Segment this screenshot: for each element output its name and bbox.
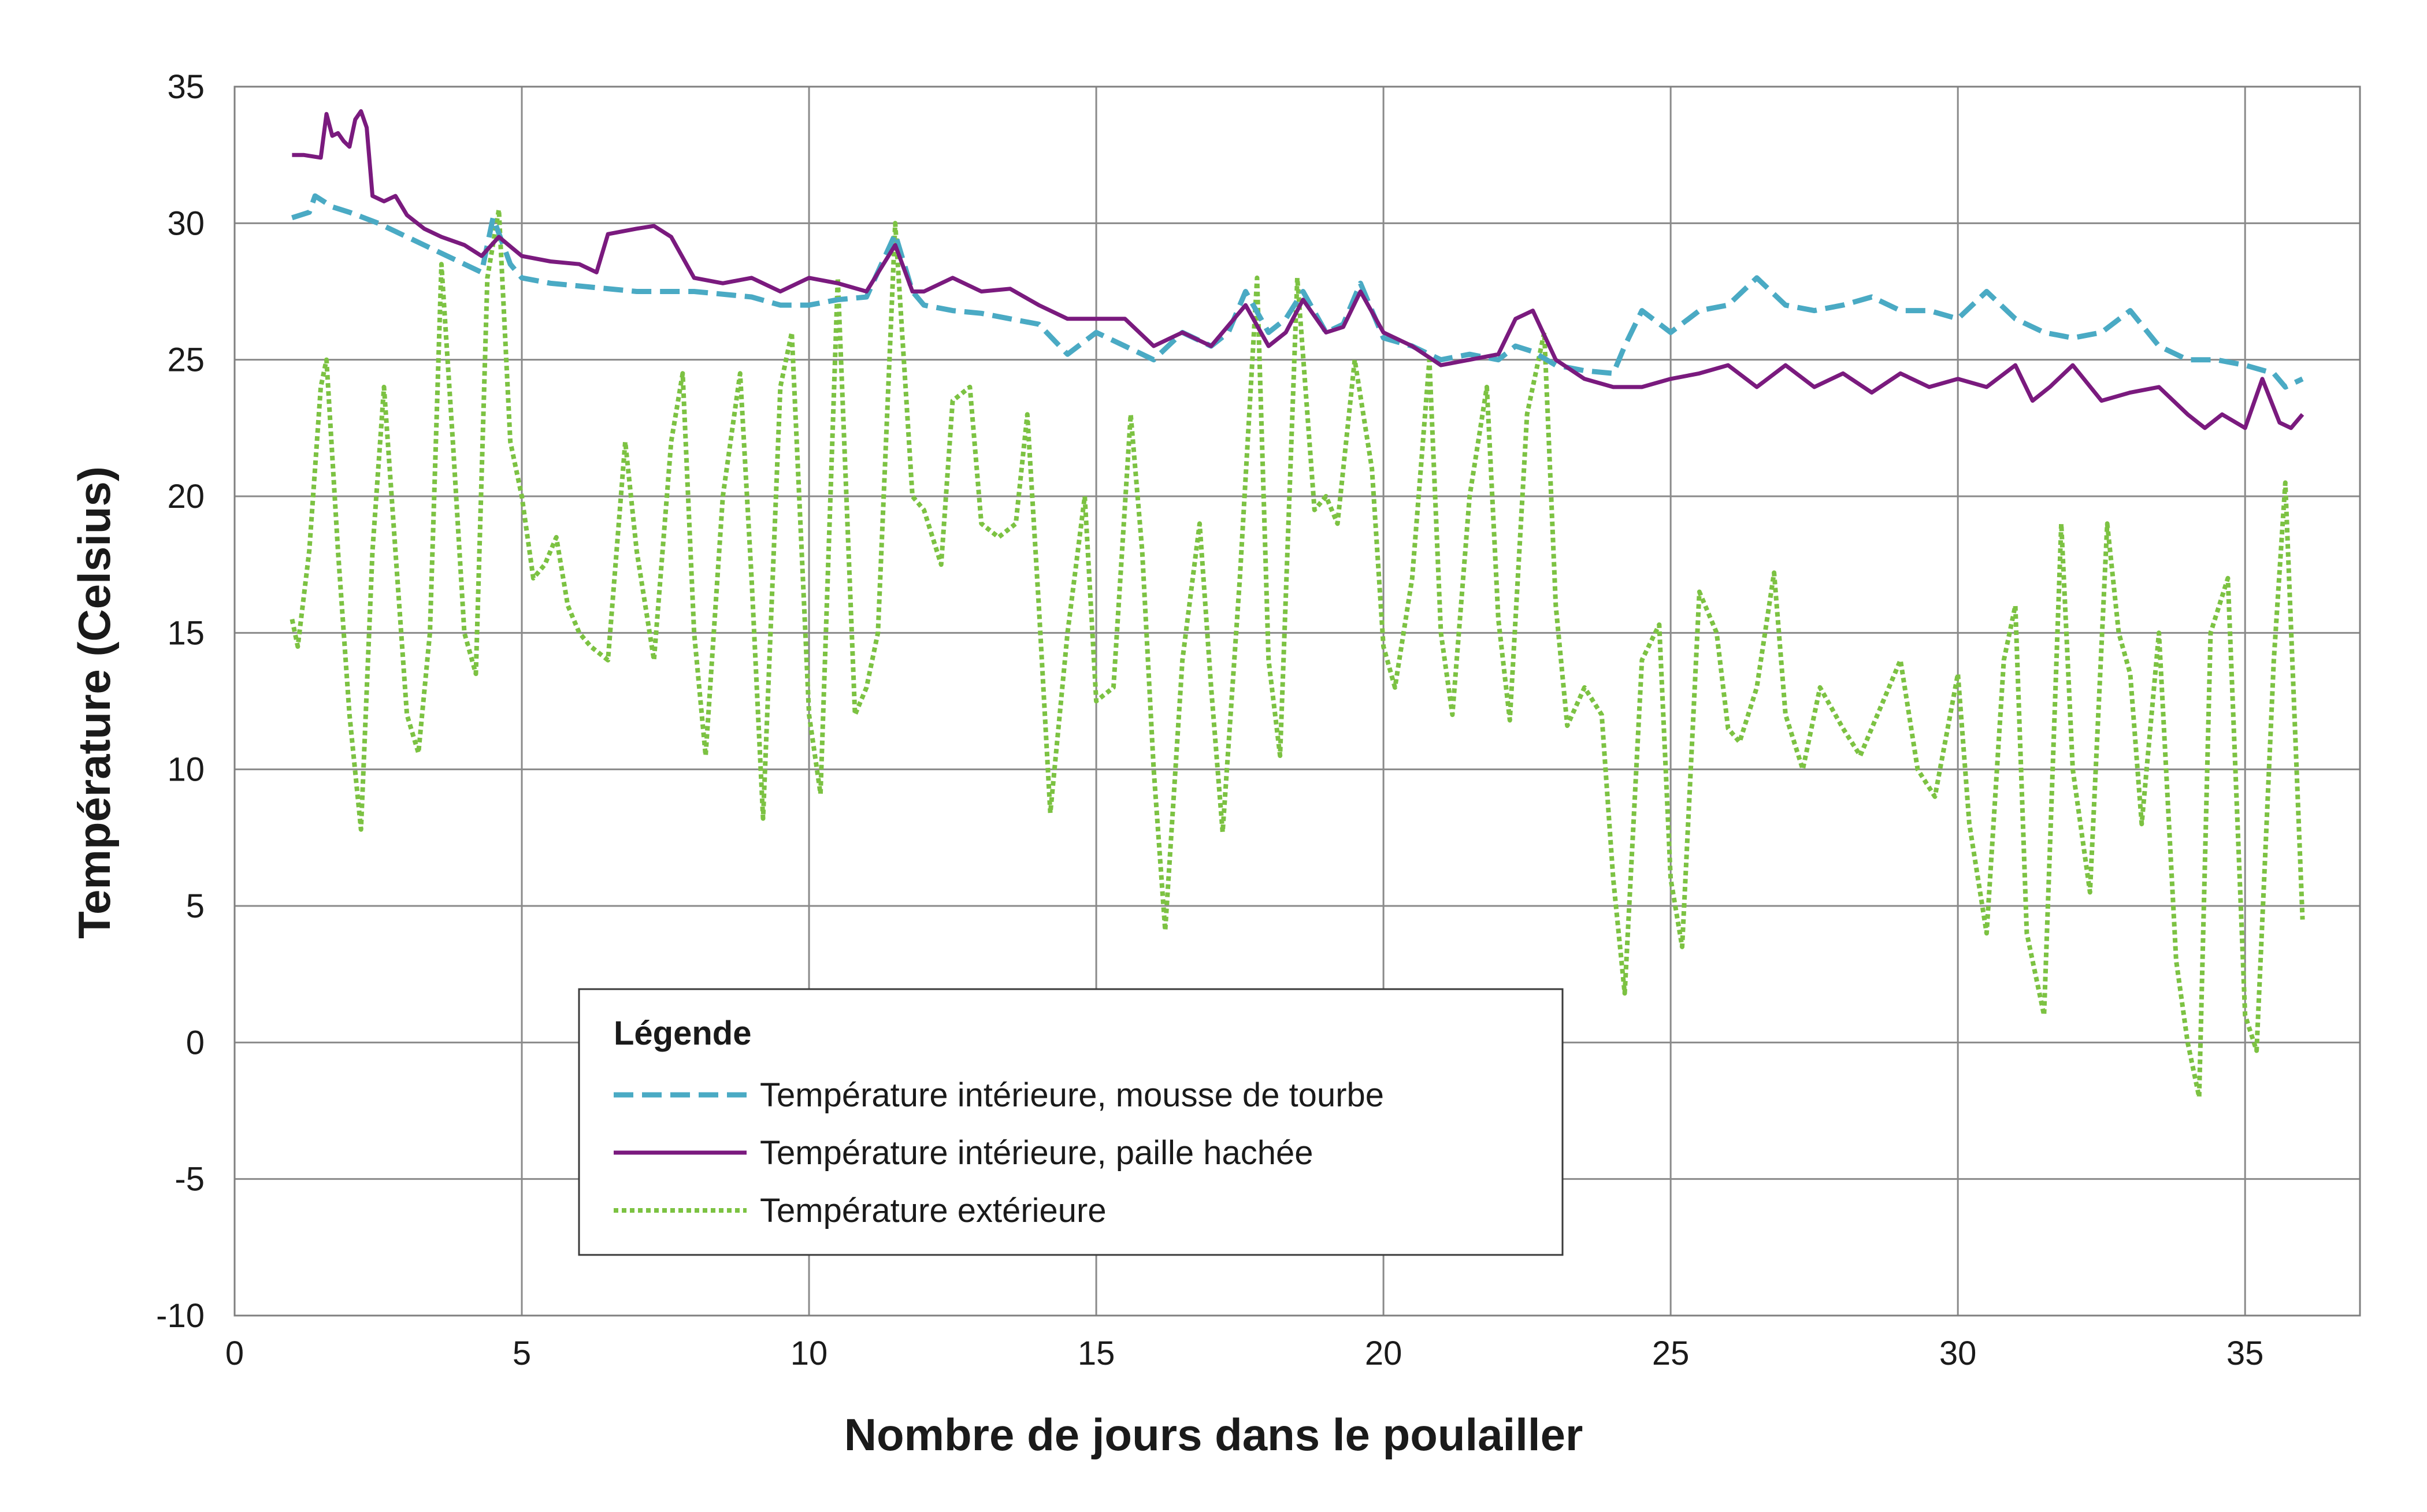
series-line-outdoor [290,207,2305,1099]
y-tick-label: 30 [167,205,205,242]
x-tick-label: 30 [1939,1335,1977,1372]
x-tick-label: 25 [1652,1335,1690,1372]
series-line-chopped-straw [292,109,2304,430]
y-tick-label: 25 [167,341,205,379]
y-tick-label: 15 [167,614,205,652]
x-tick-label: 20 [1365,1335,1402,1372]
y-tick-label: -10 [156,1297,205,1335]
legend: Légende Température intérieure, mousse d… [578,988,1564,1256]
y-axis-title: Température (Celsius) [69,466,120,939]
legend-title: Légende [614,1015,752,1052]
y-tick-label: 0 [186,1024,205,1061]
legend-label-outdoor: Température extérieure [760,1192,1107,1229]
y-tick-label: -5 [175,1161,205,1198]
y-tick-label: 10 [167,751,205,789]
y-tick-label: 5 [186,887,205,925]
y-tick-label: 35 [167,68,205,106]
legend-label-straw: Température intérieure, paille hachée [760,1134,1313,1172]
x-axis-title: Nombre de jours dans le poulailler [844,1409,1583,1460]
plot-area-frame [233,86,2361,1317]
x-tick-label: 35 [2226,1335,2264,1372]
x-tick-label: 0 [225,1335,244,1372]
legend-box [578,988,1564,1256]
legend-label-peat: Température intérieure, mousse de tourbe [760,1076,1384,1114]
x-tick-label: 15 [1078,1335,1115,1372]
x-tick-label: 5 [513,1335,531,1372]
x-tick-label: 10 [791,1335,828,1372]
y-tick-label: 20 [167,478,205,515]
series-line-peat-moss [291,193,2304,390]
